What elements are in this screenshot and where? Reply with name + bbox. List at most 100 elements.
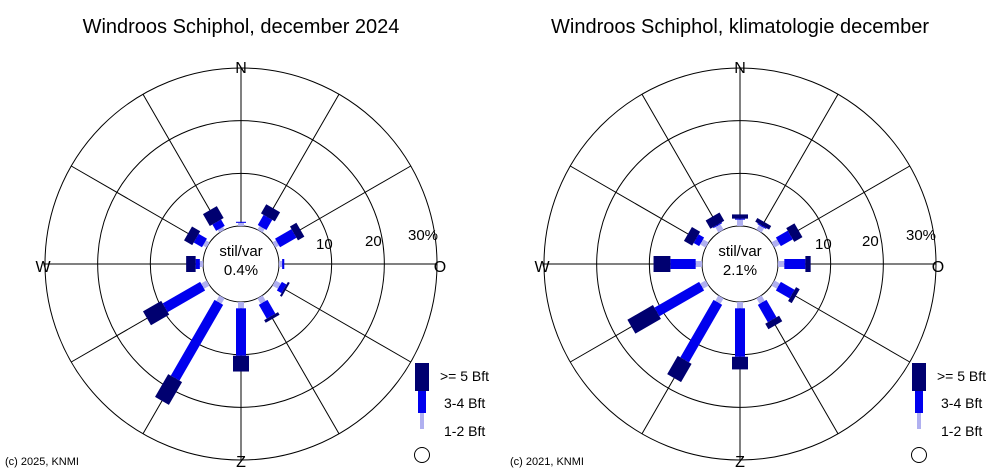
wind-bar-segment — [279, 261, 283, 267]
legend-swatch-1-2bft — [917, 413, 921, 429]
wind-bars — [627, 212, 811, 383]
grid-spoke — [758, 94, 839, 232]
legend-swatch-3-4bft — [418, 391, 426, 413]
wind-bar-segment — [260, 204, 281, 222]
legend-label-1-2bft: 1-2 Bft — [941, 423, 982, 439]
wind-bar-segment — [627, 305, 661, 334]
compass-label-east: O — [434, 259, 446, 276]
ring-label-30: 30% — [906, 227, 936, 244]
wind-bar-segment — [199, 261, 203, 267]
wind-bar-segment — [653, 256, 671, 272]
grid-spoke — [142, 94, 223, 232]
legend-label-3-4bft: 3-4 Bft — [941, 395, 982, 411]
wind-bar-segment — [680, 299, 723, 363]
wind-bar-segment — [786, 223, 803, 242]
legend-left: >= 5 Bft 3-4 Bft 1-2 Bft — [414, 363, 489, 463]
wind-bar-segment — [695, 261, 702, 267]
ring-label-20: 20 — [365, 233, 382, 250]
wind-bar-segment — [670, 259, 696, 269]
wind-bar-segment — [683, 227, 701, 246]
legend-swatch-5bft — [912, 363, 926, 391]
legend-label-3-4bft: 3-4 Bft — [444, 395, 485, 411]
windrose-december-2024: Windroos Schiphol, december 2024 N O Z W… — [5, 16, 446, 469]
wind-bar-segment — [193, 233, 207, 248]
legend-right: >= 5 Bft 3-4 Bft 1-2 Bft — [911, 363, 986, 463]
wind-bar-segment — [202, 240, 210, 248]
chart-title: Windroos Schiphol, december 2024 — [83, 16, 400, 38]
wind-bar-segment — [217, 226, 225, 233]
compass-label-east: O — [932, 259, 944, 276]
ring-label-10: 10 — [815, 236, 832, 253]
wind-bar-segment — [233, 355, 249, 372]
legend-calm-circle — [414, 447, 430, 463]
wind-bar-segment — [732, 214, 748, 219]
wind-bar-segment — [778, 261, 785, 267]
grid-spoke — [71, 165, 209, 246]
wind-bar-segment — [654, 281, 705, 317]
grid-spoke — [259, 94, 340, 232]
compass-label-south: Z — [735, 454, 745, 469]
ring-label-10: 10 — [316, 236, 333, 253]
copyright-note: (c) 2025, KNMI — [5, 456, 79, 468]
calm-label: stil/var — [219, 243, 262, 260]
wind-bar-segment — [236, 308, 246, 356]
grid-spoke — [259, 296, 340, 434]
wind-bar-segment — [755, 217, 772, 230]
wind-bar-segment — [757, 223, 767, 230]
wind-bar-segment — [712, 222, 723, 229]
wind-bar-segment — [282, 259, 285, 269]
wind-bar-segment — [771, 239, 780, 248]
wind-bar-segment — [236, 221, 246, 223]
wind-bar-segment — [737, 302, 743, 309]
wind-bar-segment — [195, 259, 200, 269]
wind-bar-segment — [202, 206, 224, 226]
wind-bar-segment — [257, 214, 273, 230]
compass-label-west: W — [35, 259, 51, 276]
wind-bar-segment — [238, 222, 244, 226]
ring-label-20: 20 — [862, 233, 879, 250]
wind-bar-segment — [272, 280, 281, 289]
wind-bar-segment — [212, 219, 225, 231]
compass-label-north: N — [734, 60, 746, 77]
wind-bar-segment — [805, 256, 811, 272]
wind-bar-segment — [279, 281, 290, 297]
compass-label-north: N — [235, 60, 247, 77]
legend-swatch-3-4bft — [915, 391, 923, 413]
legend-swatch-1-2bft — [420, 413, 424, 429]
wind-bar-segment — [186, 256, 196, 272]
wind-bar-segment — [258, 299, 276, 319]
grid-spoke — [273, 282, 411, 363]
wind-bar-segment — [700, 280, 709, 289]
wind-bar-segment — [272, 240, 280, 248]
calm-value: 2.1% — [723, 262, 757, 279]
wind-bar-segment — [737, 219, 743, 226]
ring-label-30: 30% — [408, 227, 438, 244]
wind-bar-segment — [732, 356, 748, 370]
wind-bar-segment — [238, 302, 244, 309]
wind-bar-segment — [784, 259, 806, 269]
wind-bars — [142, 204, 305, 405]
chart-title: Windroos Schiphol, klimatologie december — [551, 16, 929, 38]
wind-bar-segment — [775, 230, 793, 247]
wind-bar-segment — [201, 280, 210, 289]
wind-bar-segment — [257, 225, 265, 233]
compass-label-west: W — [534, 259, 550, 276]
wind-bar-segment — [700, 239, 709, 248]
wind-bar-segment — [775, 281, 795, 299]
legend-swatch-5bft — [415, 363, 429, 391]
wind-bar-segment — [757, 299, 777, 323]
grid-spoke — [570, 165, 708, 246]
wind-bar-segment — [771, 280, 780, 289]
legend-label-1-2bft: 1-2 Bft — [444, 423, 485, 439]
legend-label-5bft: >= 5 Bft — [440, 368, 489, 384]
wind-bar-segment — [162, 281, 206, 313]
wind-bar-segment — [276, 281, 287, 294]
wind-bar-segment — [275, 229, 297, 248]
wind-bar-segment — [765, 315, 783, 330]
wind-bar-segment — [216, 295, 225, 304]
wind-bar-segment — [715, 224, 724, 233]
wind-bar-segment — [264, 312, 280, 323]
legend-label-5bft: >= 5 Bft — [937, 368, 986, 384]
legend-calm-circle — [911, 447, 927, 463]
